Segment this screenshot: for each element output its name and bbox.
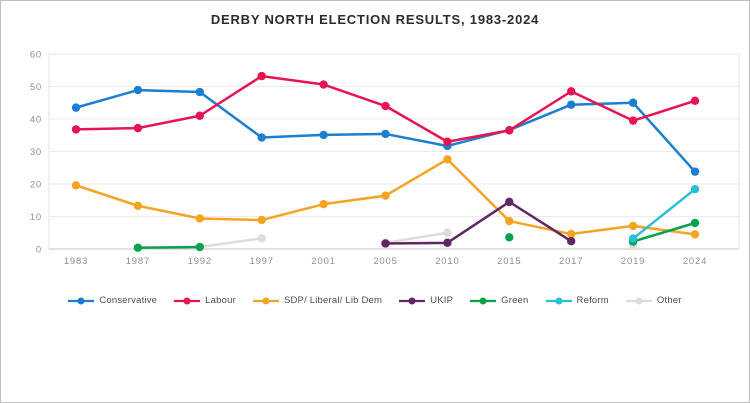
data-point-conservative bbox=[567, 100, 576, 109]
legend-marker-green-icon bbox=[470, 297, 497, 304]
y-tick-label: 0 bbox=[36, 245, 42, 256]
data-point-other bbox=[257, 234, 266, 243]
y-tick-label: 20 bbox=[30, 180, 42, 191]
data-point-conservative bbox=[257, 133, 266, 142]
data-point-sdp-liberal-lib-dem bbox=[443, 155, 452, 164]
legend-label: UKIP bbox=[430, 295, 454, 306]
data-point-labour bbox=[381, 101, 390, 111]
legend-label: Reform bbox=[576, 295, 609, 306]
data-point-sdp-liberal-lib-dem bbox=[319, 199, 328, 209]
data-point-conservative bbox=[628, 98, 638, 107]
legend-dot bbox=[635, 297, 643, 304]
x-tick-label: 2015 bbox=[497, 256, 521, 267]
legend-label: Labour bbox=[205, 295, 236, 306]
data-point-green bbox=[690, 218, 700, 228]
x-tick-label: 1992 bbox=[188, 256, 212, 267]
x-tick-label: 2024 bbox=[683, 256, 707, 267]
data-point-labour bbox=[443, 137, 452, 146]
x-tick-label: 2005 bbox=[373, 256, 397, 267]
data-point-labour bbox=[195, 111, 204, 120]
data-point-green bbox=[505, 233, 514, 242]
data-point-conservative bbox=[690, 167, 700, 176]
legend-marker-sdp-liberal-lib-dem-icon bbox=[252, 297, 279, 304]
x-tick-label: 1997 bbox=[250, 256, 274, 267]
y-tick-label: 60 bbox=[30, 50, 42, 61]
series-line-green bbox=[631, 221, 697, 243]
data-point-ukip bbox=[567, 237, 576, 246]
legend-item-reform: Reform bbox=[545, 295, 609, 306]
x-tick-label: 2001 bbox=[311, 256, 335, 267]
legend-marker-labour-icon bbox=[174, 297, 201, 304]
data-point-conservative bbox=[319, 130, 328, 140]
data-point-sdp-liberal-lib-dem bbox=[381, 191, 390, 200]
chart-legend: Conservative Labour SDP/ Liberal/ Lib Dem U… bbox=[1, 295, 749, 306]
legend-marker-other-icon bbox=[625, 297, 652, 304]
data-point-conservative bbox=[195, 87, 204, 97]
legend-label: SDP/ Liberal/ Lib Dem bbox=[283, 295, 383, 306]
data-point-ukip bbox=[505, 197, 514, 207]
series-line-other bbox=[198, 237, 263, 249]
y-tick-label: 40 bbox=[30, 115, 42, 126]
y-tick-label: 50 bbox=[30, 82, 42, 93]
data-point-other bbox=[443, 228, 452, 237]
legend-item-other: Other bbox=[625, 295, 682, 306]
chart-title: DERBY NORTH ELECTION RESULTS, 1983-2024 bbox=[210, 12, 540, 27]
data-point-ukip bbox=[443, 238, 452, 248]
legend-dot bbox=[555, 297, 563, 304]
data-point-reform bbox=[690, 185, 700, 194]
data-point-sdp-liberal-lib-dem bbox=[690, 230, 700, 239]
data-point-ukip bbox=[381, 239, 390, 248]
data-point-labour bbox=[133, 123, 143, 133]
data-point-labour bbox=[319, 80, 328, 89]
data-point-labour bbox=[690, 96, 700, 106]
data-point-labour bbox=[71, 125, 81, 134]
legend-item-conservative: Conservative bbox=[68, 295, 157, 306]
data-point-sdp-liberal-lib-dem bbox=[71, 181, 81, 190]
x-tick-label: 1987 bbox=[126, 256, 150, 267]
data-point-conservative bbox=[133, 85, 143, 95]
data-point-conservative bbox=[71, 103, 81, 112]
y-tick-label: 10 bbox=[30, 212, 42, 223]
x-tick-label: 2017 bbox=[559, 256, 583, 267]
series-line-green bbox=[136, 245, 202, 249]
data-point-conservative bbox=[381, 129, 390, 139]
data-point-labour bbox=[628, 116, 638, 125]
legend-marker-conservative-icon bbox=[68, 297, 95, 304]
legend-marker-reform-icon bbox=[545, 297, 572, 304]
legend-item-labour: Labour bbox=[174, 295, 236, 306]
legend-label: Conservative bbox=[99, 295, 158, 306]
legend-dot bbox=[183, 297, 191, 304]
x-tick-label: 2010 bbox=[435, 256, 459, 267]
data-point-reform bbox=[628, 234, 638, 243]
legend-item-ukip: UKIP bbox=[399, 295, 453, 306]
legend-dot bbox=[77, 297, 85, 304]
data-point-green bbox=[195, 242, 204, 252]
data-point-sdp-liberal-lib-dem bbox=[628, 221, 638, 231]
legend-dot bbox=[262, 297, 270, 304]
data-point-sdp-liberal-lib-dem bbox=[133, 201, 143, 210]
legend-dot bbox=[479, 297, 487, 304]
data-point-green bbox=[133, 243, 143, 252]
legend-item-green: Green bbox=[470, 295, 528, 306]
series-line-ukip bbox=[384, 200, 573, 245]
data-point-labour bbox=[567, 87, 576, 96]
data-point-labour bbox=[505, 126, 514, 135]
data-point-labour bbox=[257, 71, 266, 81]
legend-item-sdp-liberal-lib-dem: SDP/ Liberal/ Lib Dem bbox=[252, 295, 383, 306]
legend-label: Green bbox=[501, 295, 529, 306]
x-tick-label: 2019 bbox=[621, 256, 645, 267]
legend-marker-ukip-icon bbox=[399, 297, 426, 304]
data-point-sdp-liberal-lib-dem bbox=[505, 216, 514, 226]
data-point-sdp-liberal-lib-dem bbox=[257, 215, 266, 225]
legend-label: Other bbox=[656, 295, 682, 306]
data-point-sdp-liberal-lib-dem bbox=[567, 229, 576, 239]
series-line-reform bbox=[631, 187, 697, 240]
data-point-sdp-liberal-lib-dem bbox=[195, 214, 204, 223]
y-tick-label: 30 bbox=[30, 147, 42, 158]
line-chart: 0 10 20 30 40 50 60 1983 1987 1992 1997 2001 2005 201… bbox=[30, 50, 740, 267]
x-tick-label: 1983 bbox=[64, 256, 88, 267]
series-line-other bbox=[384, 231, 449, 245]
legend-dot bbox=[408, 297, 416, 304]
